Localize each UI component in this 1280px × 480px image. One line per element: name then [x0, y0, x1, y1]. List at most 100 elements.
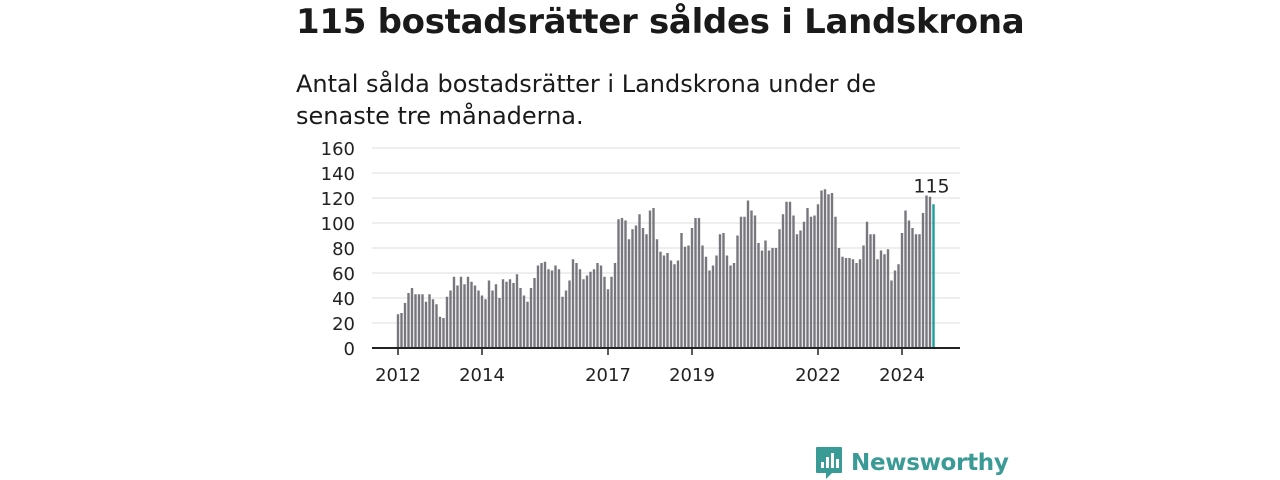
bar: [522, 295, 526, 348]
bar: [834, 216, 837, 348]
y-tick-label: 60: [332, 264, 355, 285]
x-axis-tick-labels: 2012 2014 2017 2019 2022 2024: [375, 365, 925, 386]
bar: [697, 218, 701, 348]
bar: [442, 318, 445, 348]
bar: [687, 245, 690, 348]
bar: [606, 289, 610, 348]
y-tick-label: 160: [321, 139, 355, 160]
bar: [466, 276, 470, 348]
bar: [799, 230, 802, 348]
bar: [872, 234, 876, 348]
bar: [673, 264, 676, 348]
bar: [407, 293, 410, 348]
chart-subtitle: Antal sålda bostadsrätter i Landskrona u…: [296, 70, 877, 130]
bar: [876, 259, 879, 348]
bar: [746, 200, 750, 348]
bar: [533, 278, 536, 348]
bar: [701, 245, 704, 348]
bar: [459, 276, 463, 348]
bar: [809, 216, 813, 348]
bar: [547, 269, 550, 348]
y-tick-label: 0: [344, 339, 355, 360]
bar: [414, 294, 417, 348]
bar: [792, 215, 795, 348]
bar: [806, 208, 809, 348]
bar: [421, 294, 424, 348]
bar: [900, 233, 904, 348]
bar: [694, 218, 697, 348]
bar: [557, 269, 561, 348]
bar: [666, 253, 669, 348]
x-tick-label: 2022: [795, 365, 841, 386]
bar: [400, 313, 403, 348]
bar: [736, 235, 739, 348]
bar: [403, 303, 407, 348]
newsworthy-logo-icon: [816, 447, 842, 479]
bar: [725, 255, 729, 348]
bar: [879, 250, 883, 348]
bar: [484, 299, 487, 348]
bar: [438, 316, 442, 348]
bar: [578, 269, 582, 348]
bar: [841, 256, 844, 348]
bar: [827, 194, 830, 348]
x-tick-label: 2024: [879, 365, 925, 386]
bar: [473, 285, 477, 348]
bar: [396, 314, 400, 348]
bar: [760, 250, 764, 348]
bar: [571, 259, 575, 348]
bar: [529, 288, 533, 348]
bar: [690, 228, 694, 348]
y-tick-label: 140: [321, 164, 355, 185]
bar: [883, 254, 886, 348]
bar: [648, 210, 652, 348]
bar: [855, 263, 858, 348]
bar: [911, 228, 914, 348]
bar: [410, 288, 414, 348]
bar: [680, 233, 683, 348]
bar: [813, 215, 816, 348]
bar: [743, 216, 746, 348]
bar: [456, 285, 459, 348]
bar: [711, 265, 715, 348]
bar: [774, 248, 778, 348]
bar: [823, 189, 827, 348]
bar: [610, 276, 613, 348]
bar: [925, 195, 928, 348]
bar: [599, 265, 603, 348]
bar: [718, 234, 722, 348]
y-tick-label: 40: [332, 289, 355, 310]
bar: [603, 276, 606, 348]
y-axis-tick-labels: 0 20 40 60 80 100 120 140 160: [321, 139, 355, 360]
bar: [582, 279, 585, 348]
x-tick-label: 2012: [375, 365, 421, 386]
bar: [886, 249, 890, 348]
gridlines: [372, 147, 960, 324]
bar: [862, 245, 865, 348]
bar: [851, 259, 855, 348]
bar: [519, 288, 522, 348]
bar: [431, 299, 435, 348]
bar: [865, 221, 869, 348]
bar: [802, 221, 806, 348]
bar: [704, 256, 708, 348]
bar: [764, 240, 767, 348]
bar: [708, 270, 711, 348]
data-label-latest: 115: [913, 175, 949, 197]
bar: [620, 218, 624, 348]
bar: [512, 283, 515, 348]
x-axis: [372, 347, 960, 355]
bar: [445, 296, 449, 348]
bar: [575, 263, 578, 348]
bar: [631, 229, 634, 348]
bar: [897, 264, 900, 348]
bar: [505, 281, 508, 348]
bar: [592, 269, 596, 348]
bar: [837, 248, 841, 348]
bar: [655, 239, 659, 348]
bar: [715, 255, 718, 348]
y-tick-label: 120: [321, 189, 355, 210]
bar-series: [396, 189, 935, 348]
bar: [907, 220, 911, 348]
